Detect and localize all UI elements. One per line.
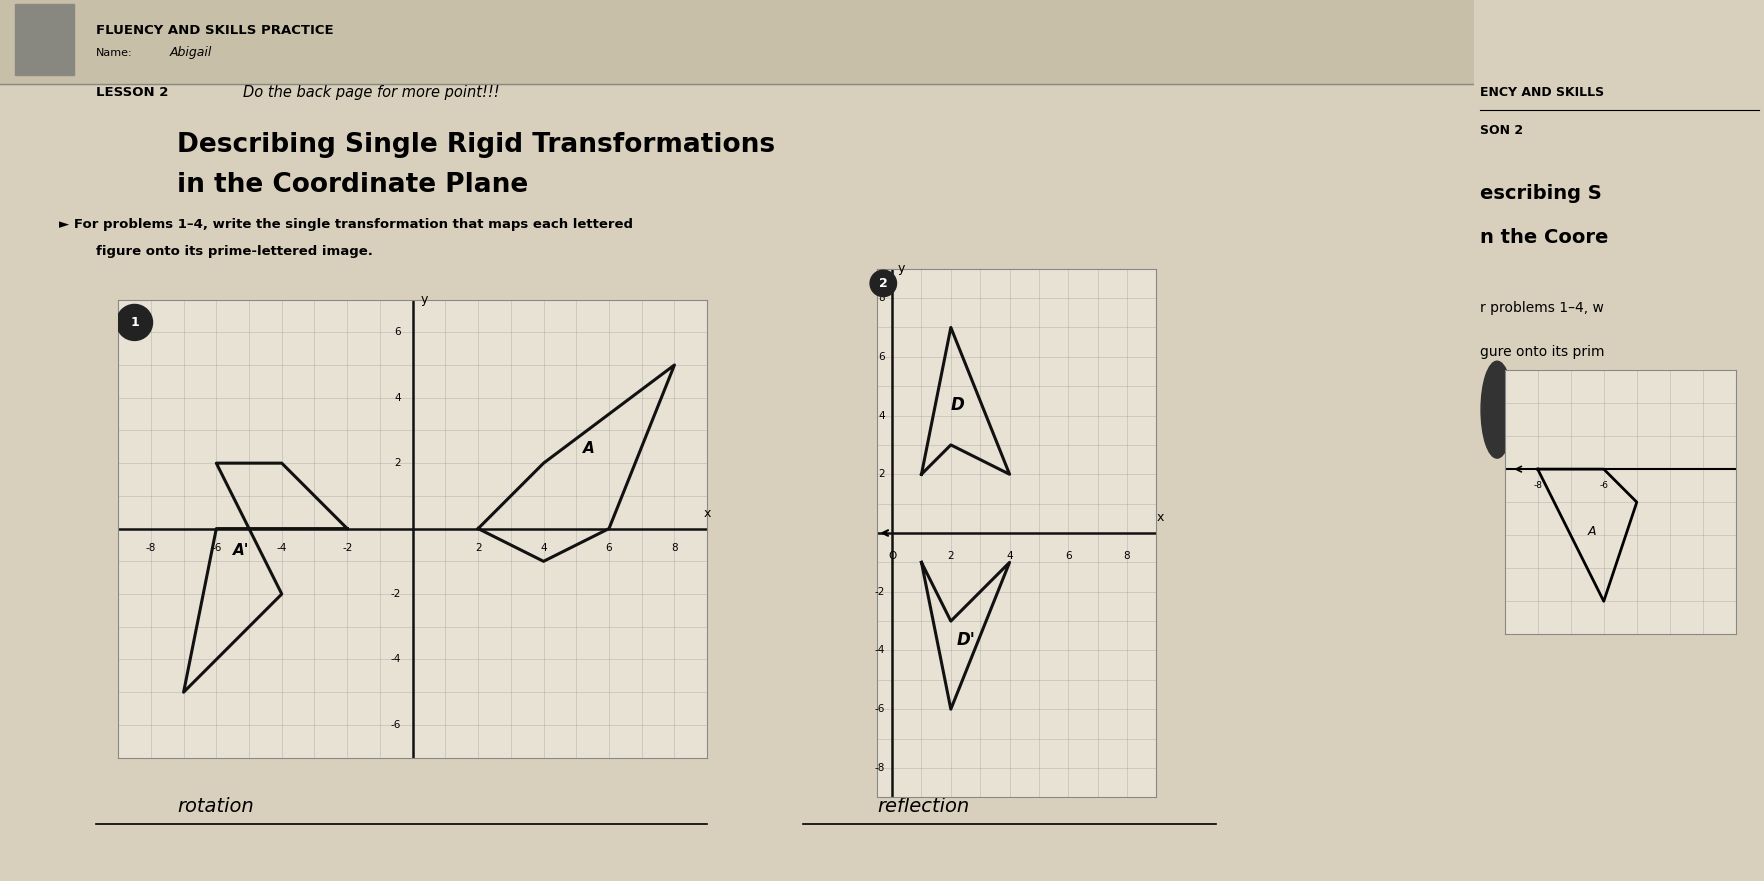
- Text: -2: -2: [390, 589, 400, 599]
- Text: -4: -4: [277, 544, 288, 553]
- Text: 4: 4: [1005, 551, 1013, 560]
- Text: 8: 8: [878, 293, 884, 303]
- Text: -6: -6: [390, 720, 400, 730]
- Text: 2: 2: [878, 277, 887, 290]
- Text: A: A: [1586, 525, 1595, 538]
- Text: -4: -4: [873, 646, 884, 655]
- Text: Do the back page for more point!!!: Do the back page for more point!!!: [243, 85, 499, 100]
- Text: 6: 6: [395, 327, 400, 337]
- Text: in the Coordinate Plane: in the Coordinate Plane: [176, 172, 527, 198]
- Text: 4: 4: [395, 393, 400, 403]
- Text: -8: -8: [146, 544, 155, 553]
- Text: -8: -8: [873, 763, 884, 773]
- Text: Describing Single Rigid Transformations: Describing Single Rigid Transformations: [176, 132, 774, 159]
- Text: Name:: Name:: [95, 48, 132, 58]
- Text: SON 2: SON 2: [1478, 124, 1522, 137]
- Text: 8: 8: [1124, 551, 1129, 560]
- Text: 1: 1: [131, 316, 139, 329]
- Text: 2: 2: [395, 458, 400, 468]
- Text: escribing S: escribing S: [1478, 184, 1600, 204]
- Text: A: A: [582, 441, 594, 456]
- Bar: [0, 0, 1473, 84]
- Text: 4: 4: [540, 544, 547, 553]
- Text: O: O: [887, 551, 896, 560]
- Text: Abigail: Abigail: [169, 47, 212, 59]
- Text: ► For problems 1–4, write the single transformation that maps each lettered: ► For problems 1–4, write the single tra…: [58, 218, 633, 231]
- Text: reflection: reflection: [877, 796, 968, 816]
- Text: x: x: [704, 507, 711, 520]
- Text: 6: 6: [605, 544, 612, 553]
- Circle shape: [870, 270, 896, 297]
- Text: r problems 1–4, w: r problems 1–4, w: [1478, 301, 1602, 315]
- Text: 6: 6: [1064, 551, 1071, 560]
- Text: -2: -2: [873, 587, 884, 596]
- Text: 6: 6: [878, 352, 884, 362]
- Text: -6: -6: [1598, 481, 1607, 490]
- Text: x: x: [1155, 511, 1162, 524]
- Circle shape: [1480, 361, 1512, 458]
- Text: 2: 2: [947, 551, 954, 560]
- Text: rotation: rotation: [176, 796, 254, 816]
- Text: A': A': [233, 543, 249, 558]
- Text: y: y: [420, 293, 429, 306]
- Text: n the Coore: n the Coore: [1478, 228, 1607, 248]
- Bar: [14, 4, 74, 75]
- Text: LESSON 2: LESSON 2: [95, 86, 168, 99]
- Text: -6: -6: [873, 704, 884, 714]
- Text: D': D': [956, 631, 975, 648]
- Text: y: y: [898, 263, 905, 275]
- Text: -8: -8: [1533, 481, 1542, 490]
- Text: gure onto its prim: gure onto its prim: [1478, 345, 1603, 359]
- Text: 2: 2: [878, 470, 884, 479]
- Text: figure onto its prime-lettered image.: figure onto its prime-lettered image.: [95, 245, 372, 257]
- Text: 8: 8: [670, 544, 677, 553]
- Circle shape: [116, 305, 152, 340]
- Text: -2: -2: [342, 544, 353, 553]
- Text: FLUENCY AND SKILLS PRACTICE: FLUENCY AND SKILLS PRACTICE: [95, 25, 333, 37]
- Text: 2: 2: [475, 544, 482, 553]
- Text: -4: -4: [390, 655, 400, 664]
- Text: ENCY AND SKILLS: ENCY AND SKILLS: [1478, 86, 1603, 99]
- Text: -6: -6: [212, 544, 220, 553]
- Text: D: D: [951, 396, 965, 414]
- Text: 4: 4: [878, 411, 884, 420]
